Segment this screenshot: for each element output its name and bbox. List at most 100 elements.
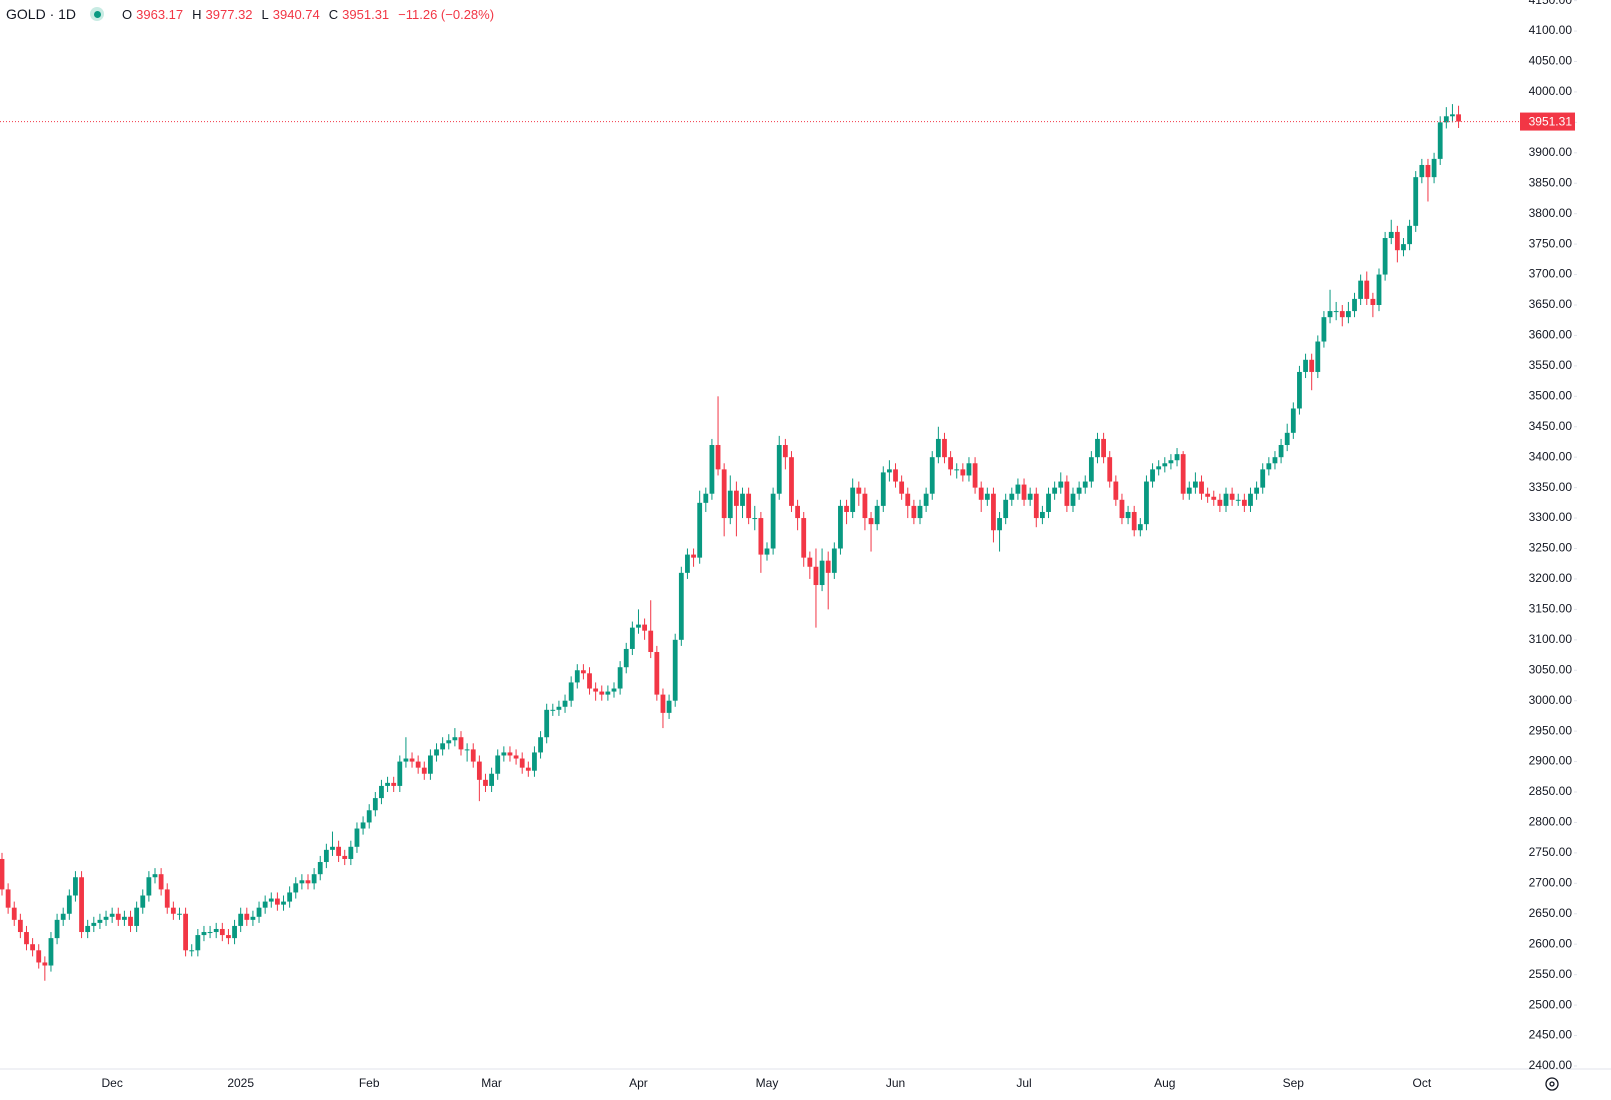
candle-body: [868, 518, 874, 525]
candle-body: [17, 919, 23, 933]
candle-body: [1407, 225, 1412, 245]
candle-body: [942, 438, 947, 458]
candle-body: [1290, 408, 1296, 433]
candle-body: [801, 518, 807, 558]
y-tick-label: 4050.00: [1529, 54, 1573, 68]
candle-body: [605, 691, 611, 695]
candle-body: [844, 505, 849, 512]
candle-body: [1456, 114, 1461, 122]
candle-body: [434, 749, 439, 756]
candle-body: [1125, 511, 1131, 519]
candle-body: [1419, 164, 1425, 178]
candle-body: [1358, 280, 1364, 299]
candle-body: [1272, 457, 1278, 464]
candle-body: [752, 518, 758, 520]
candle-body: [122, 916, 127, 920]
ohlc-label: O: [122, 6, 133, 22]
y-tick-label: 2850.00: [1529, 784, 1573, 798]
candle-body: [1321, 317, 1327, 342]
candle-body: [1284, 432, 1290, 446]
candle-body: [1131, 511, 1137, 531]
y-tick-label: 2750.00: [1529, 845, 1573, 859]
candle-body: [917, 505, 923, 519]
candle-body: [1327, 311, 1333, 318]
candle-body: [703, 493, 709, 503]
candle-body: [323, 849, 329, 863]
candle-body: [819, 560, 825, 586]
candle-body: [838, 505, 843, 549]
candle-body: [60, 913, 66, 920]
y-tick-label: 2650.00: [1529, 906, 1573, 920]
candle-body: [1070, 493, 1076, 506]
symbol[interactable]: GOLD · 1D: [6, 6, 77, 22]
candle-body: [593, 688, 599, 692]
ohlc-label: L: [261, 6, 269, 22]
candle-body: [1303, 359, 1308, 372]
candle-body: [507, 752, 513, 756]
candle-body: [1425, 164, 1431, 178]
candle-body: [336, 846, 341, 856]
candle-body: [721, 469, 727, 519]
candle-body: [140, 895, 146, 908]
x-tick-label: Jul: [1016, 1076, 1031, 1090]
candle-body: [103, 916, 109, 920]
candle-body: [929, 457, 935, 494]
candle-body: [501, 752, 507, 756]
candle-body: [250, 916, 256, 920]
candle-body: [219, 928, 225, 936]
candle-body: [1033, 493, 1039, 519]
x-tick-label: Apr: [629, 1076, 648, 1090]
candle-body: [238, 913, 244, 926]
y-tick-label: 3300.00: [1529, 510, 1573, 524]
candle-body: [1443, 116, 1449, 123]
candle-body: [770, 493, 776, 549]
candle-body: [452, 737, 458, 741]
y-tick-label: 3900.00: [1529, 145, 1573, 159]
candle-body: [348, 846, 354, 859]
candle-body: [789, 457, 794, 506]
candle-body: [415, 761, 421, 768]
y-tick-label: 2500.00: [1529, 997, 1573, 1011]
candle-body: [672, 639, 678, 701]
candle-body: [1309, 359, 1315, 372]
candle-body: [244, 913, 250, 920]
candle-body: [1180, 454, 1186, 494]
candle-body: [1119, 499, 1125, 519]
candle-body: [342, 855, 348, 859]
settings-gear[interactable]: [1545, 1077, 1559, 1091]
ohlc-label: C: [328, 6, 339, 22]
candle-body: [935, 438, 941, 458]
candle-body: [170, 907, 176, 914]
candle-body: [1229, 493, 1235, 500]
candle-body: [727, 490, 733, 519]
x-tick-label: Oct: [1413, 1076, 1432, 1090]
x-tick-label: May: [756, 1076, 779, 1090]
candle-body: [758, 518, 764, 555]
candle-body: [544, 709, 550, 738]
candle-body: [1168, 460, 1174, 464]
candle-body: [146, 877, 152, 896]
candle-body: [1027, 493, 1033, 500]
candle-body: [158, 874, 164, 890]
candle-body: [1009, 493, 1015, 500]
settings-gear-center[interactable]: [1549, 1081, 1555, 1087]
candle-body: [293, 883, 299, 893]
candle-body: [495, 755, 501, 774]
candle-body: [813, 566, 819, 586]
candle-body: [54, 919, 60, 939]
candle-body: [109, 913, 115, 917]
candle-body: [299, 880, 305, 884]
settings-icon[interactable]: [1545, 1077, 1559, 1091]
candle-body: [189, 950, 195, 952]
y-tick-label: 3200.00: [1529, 571, 1573, 585]
candle-body: [709, 445, 715, 494]
candle-body: [1040, 511, 1045, 519]
candle-body: [36, 950, 42, 963]
candle-body: [1278, 445, 1284, 458]
candle-body: [525, 767, 531, 771]
x-tick-label: Feb: [359, 1076, 380, 1090]
y-tick-label: 3450.00: [1529, 419, 1573, 433]
y-tick-label: 3800.00: [1529, 206, 1573, 220]
candle-body: [532, 752, 537, 771]
